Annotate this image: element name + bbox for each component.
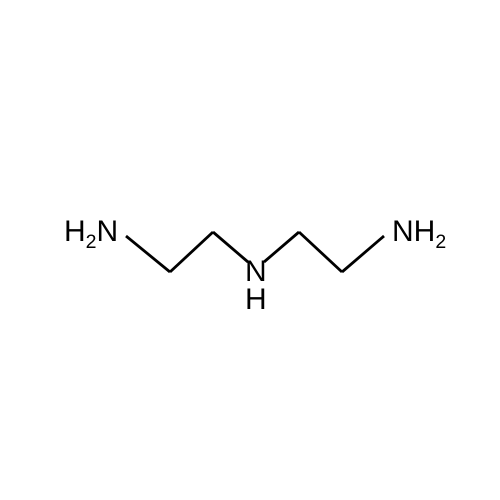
bond [213,232,248,262]
atom-label-H-below: H [245,285,267,315]
atom-label-N3: NH2 [392,217,446,247]
bond [299,232,342,272]
bond [126,236,170,272]
bond [170,232,213,272]
bond-layer [0,0,500,500]
molecule-canvas: H2NNNH2H [0,0,500,500]
atom-label-N1: H2N [64,217,118,247]
bond [342,236,384,272]
bond [264,232,299,262]
